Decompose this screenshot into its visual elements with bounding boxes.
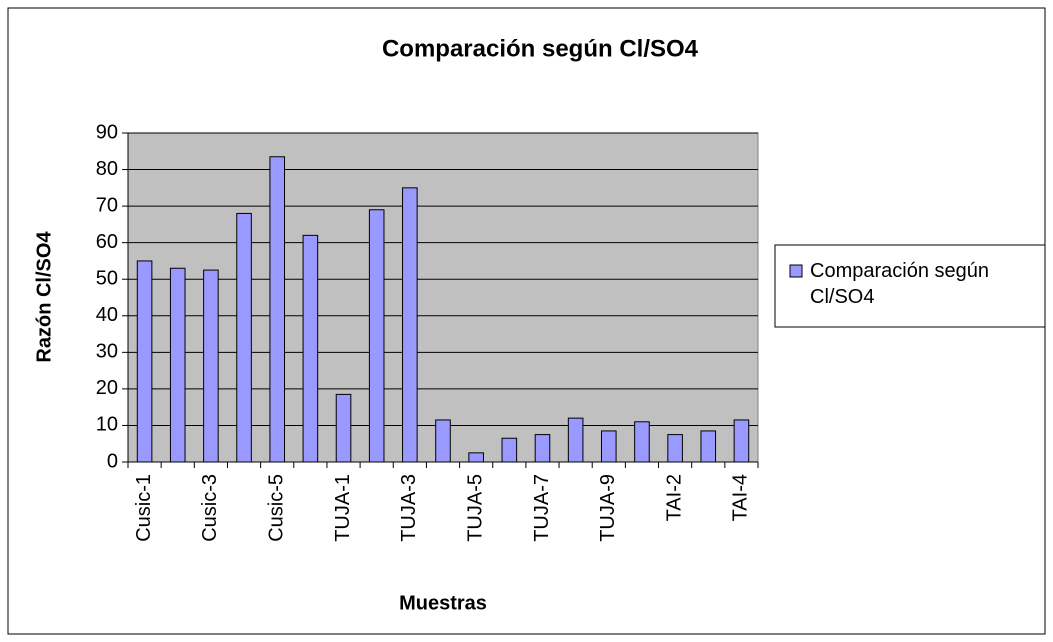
y-axis-label: Razón Cl/SO4 [33, 231, 55, 363]
x-tick-label: Cusic-3 [199, 474, 221, 542]
y-tick-label: 0 [107, 450, 118, 472]
legend-label: Comparación según Cl/SO4 [810, 260, 989, 308]
x-tick-label: TUJA-7 [531, 474, 553, 542]
legend-swatch [789, 264, 803, 278]
x-tick-label: TUJA-5 [464, 474, 486, 542]
bar [335, 393, 352, 463]
bar [534, 434, 551, 463]
bar [136, 260, 153, 463]
bar [169, 267, 186, 463]
bar [302, 234, 319, 463]
bar [600, 430, 617, 463]
bar [634, 421, 650, 463]
y-tick-label: 80 [96, 158, 118, 180]
x-tick-label: TAI-4 [730, 474, 752, 521]
legend-box [774, 244, 1046, 328]
x-tick-label: Cusic-5 [265, 474, 287, 542]
y-tick-label: 90 [96, 121, 118, 143]
legend-label-line: Cl/SO4 [810, 286, 874, 308]
bar [435, 419, 451, 463]
y-tick-label: 30 [96, 341, 118, 363]
y-tick-label: 60 [96, 231, 118, 253]
bar [733, 419, 750, 463]
x-axis-label: Muestras [399, 592, 487, 614]
x-tick-label: Cusic-1 [133, 474, 155, 542]
bar [269, 156, 286, 463]
x-tick-label: TUJA-3 [398, 474, 420, 542]
y-tick-label: 10 [96, 414, 118, 436]
x-tick-label: TAI-2 [663, 474, 685, 521]
bar [368, 209, 385, 463]
bar [667, 434, 683, 463]
y-tick-label: 40 [96, 304, 118, 326]
legend-label-line: Comparación según [810, 260, 989, 282]
bar [501, 437, 518, 463]
bar [203, 269, 219, 463]
bar [236, 212, 252, 463]
x-tick-label: TUJA-9 [597, 474, 619, 542]
y-tick-label: 70 [96, 194, 118, 216]
bar [567, 417, 584, 463]
bar [402, 187, 418, 463]
bar [468, 452, 484, 463]
chart-title: Comparación según Cl/SO4 [382, 35, 699, 62]
x-tick-label: TUJA-1 [332, 474, 354, 542]
y-tick-label: 50 [96, 268, 118, 290]
plot-area [127, 132, 759, 463]
y-tick-label: 20 [96, 377, 118, 399]
bar [700, 430, 717, 463]
